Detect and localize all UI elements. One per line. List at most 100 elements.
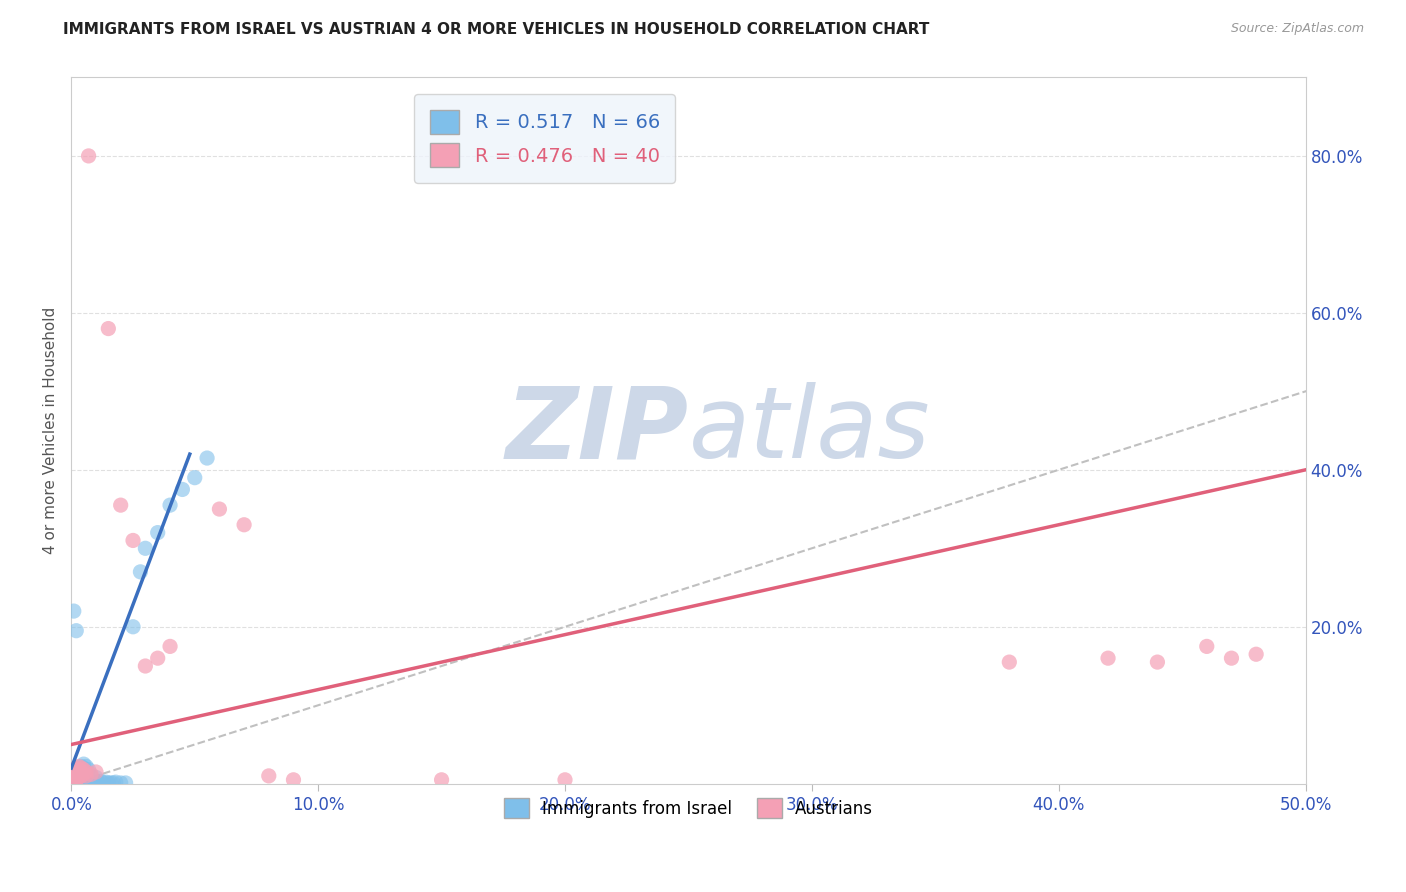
Point (70, 759, 93, 773)
Point (184, 471, 207, 485)
Point (62, 764, 84, 779)
Point (65, 771, 87, 785)
Point (65, 764, 87, 779)
Point (77, 149, 100, 163)
Point (70, 764, 93, 779)
Text: IMMIGRANTS FROM ISRAEL VS AUSTRIAN 4 OR MORE VEHICLES IN HOUSEHOLD CORRELATION C: IMMIGRANTS FROM ISRAEL VS AUSTRIAN 4 OR … (63, 22, 929, 37)
Point (146, 525, 169, 540)
Point (84, 764, 107, 779)
Point (62, 775, 84, 789)
Point (100, 776, 122, 790)
Point (84, 771, 107, 785)
Point (62, 777, 84, 791)
Point (90, 774, 112, 789)
Point (60, 775, 83, 789)
Point (65, 767, 87, 781)
Point (72, 761, 94, 775)
Text: Source: ZipAtlas.com: Source: ZipAtlas.com (1230, 22, 1364, 36)
Point (87, 776, 110, 790)
Point (80, 775, 103, 789)
Point (62, 604, 84, 618)
Point (72, 776, 94, 790)
Text: atlas: atlas (689, 382, 929, 479)
Point (60, 774, 83, 789)
Point (97, 321, 120, 335)
Point (62, 776, 84, 790)
Point (172, 483, 194, 497)
Point (146, 651, 169, 665)
Point (75, 764, 97, 779)
Point (72, 763, 94, 777)
Point (65, 761, 87, 775)
Point (75, 775, 97, 789)
Point (67, 775, 90, 789)
Point (998, 655, 1021, 669)
Point (62, 771, 84, 785)
Point (62, 775, 84, 789)
Point (84, 775, 107, 789)
Point (70, 776, 93, 790)
Point (75, 759, 97, 773)
Point (72, 767, 94, 781)
Point (70, 774, 93, 789)
Point (103, 776, 125, 790)
Point (94, 775, 117, 789)
Point (67, 776, 90, 790)
Point (104, 775, 127, 789)
Point (67, 763, 90, 777)
Point (72, 767, 94, 781)
Point (233, 517, 256, 532)
Point (70, 761, 93, 775)
Point (75, 769, 97, 783)
Legend: Immigrants from Israel, Austrians: Immigrants from Israel, Austrians (496, 791, 880, 825)
Text: ZIP: ZIP (505, 382, 689, 479)
Point (129, 565, 152, 579)
Point (70, 769, 93, 783)
Point (1146, 655, 1168, 669)
Point (77, 776, 100, 790)
Point (77, 763, 100, 777)
Point (159, 640, 181, 654)
Point (159, 498, 181, 512)
Point (67, 772, 90, 787)
Point (60, 776, 83, 790)
Point (75, 764, 97, 779)
Point (70, 771, 93, 785)
Point (65, 769, 87, 783)
Point (72, 775, 94, 789)
Point (67, 771, 90, 785)
Point (122, 620, 145, 634)
Point (1097, 651, 1119, 665)
Point (110, 776, 132, 790)
Point (257, 769, 280, 783)
Point (65, 761, 87, 775)
Point (134, 541, 156, 556)
Point (65, 624, 87, 638)
Point (65, 776, 87, 790)
Point (122, 533, 145, 548)
Point (110, 498, 132, 512)
Point (114, 776, 136, 790)
Point (62, 767, 84, 781)
Point (67, 763, 90, 777)
Point (93, 776, 115, 790)
Point (208, 502, 231, 516)
Point (67, 767, 90, 781)
Point (67, 769, 90, 783)
Point (80, 769, 103, 783)
Point (430, 772, 453, 787)
Point (62, 772, 84, 787)
Point (554, 772, 576, 787)
Point (70, 764, 93, 779)
Point (72, 773, 94, 788)
Point (70, 777, 93, 791)
Point (75, 771, 97, 785)
Point (67, 777, 90, 791)
Point (62, 763, 84, 777)
Y-axis label: 4 or more Vehicles in Household: 4 or more Vehicles in Household (44, 307, 58, 554)
Point (65, 774, 87, 789)
Point (195, 451, 218, 466)
Point (60, 777, 83, 791)
Point (283, 772, 305, 787)
Point (67, 759, 90, 773)
